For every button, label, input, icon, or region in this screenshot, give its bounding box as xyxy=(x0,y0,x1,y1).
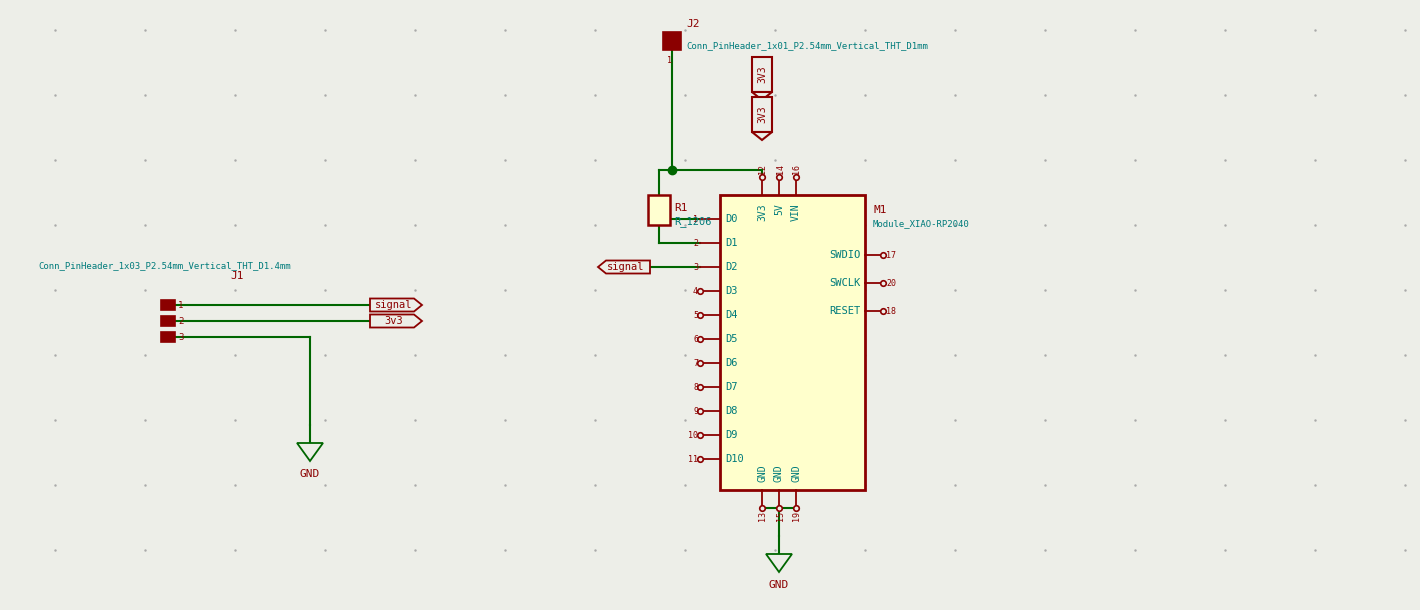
Text: 3V3: 3V3 xyxy=(757,106,767,123)
Polygon shape xyxy=(371,315,422,328)
Text: 17: 17 xyxy=(886,251,896,259)
Text: 7: 7 xyxy=(693,359,699,367)
Text: 11: 11 xyxy=(689,454,699,464)
Text: 12: 12 xyxy=(758,164,767,174)
Text: 4: 4 xyxy=(693,287,699,295)
Polygon shape xyxy=(753,132,772,140)
Text: Conn_PinHeader_1x03_P2.54mm_Vertical_THT_D1.4mm: Conn_PinHeader_1x03_P2.54mm_Vertical_THT… xyxy=(38,261,291,270)
Text: GND: GND xyxy=(791,464,801,482)
Text: D1: D1 xyxy=(726,238,737,248)
Text: GND: GND xyxy=(768,580,790,590)
Text: 3V3: 3V3 xyxy=(757,66,767,84)
Text: D5: D5 xyxy=(726,334,737,344)
Text: 5: 5 xyxy=(693,310,699,320)
Text: D0: D0 xyxy=(726,214,737,224)
Text: 3: 3 xyxy=(178,332,183,342)
Text: signal: signal xyxy=(608,262,645,272)
Text: 1: 1 xyxy=(667,56,673,65)
Text: D2: D2 xyxy=(726,262,737,272)
Bar xyxy=(160,300,175,310)
Text: 9: 9 xyxy=(693,406,699,415)
Polygon shape xyxy=(598,260,650,273)
Text: J1: J1 xyxy=(230,271,243,281)
Bar xyxy=(753,57,772,92)
Text: 20: 20 xyxy=(886,279,896,287)
Text: SWCLK: SWCLK xyxy=(829,278,861,288)
Text: Module_XIAO-RP2040: Module_XIAO-RP2040 xyxy=(873,219,970,228)
Text: 1: 1 xyxy=(693,215,699,223)
Bar xyxy=(160,332,175,342)
Text: 8: 8 xyxy=(693,382,699,392)
Text: 16: 16 xyxy=(792,164,801,174)
Polygon shape xyxy=(297,443,322,461)
Text: Conn_PinHeader_1x01_P2.54mm_Vertical_THT_D1mm: Conn_PinHeader_1x01_P2.54mm_Vertical_THT… xyxy=(686,41,927,50)
Text: 2: 2 xyxy=(178,317,183,326)
Text: D9: D9 xyxy=(726,430,737,440)
Text: M1: M1 xyxy=(873,205,886,215)
Text: GND: GND xyxy=(757,464,767,482)
Text: 14: 14 xyxy=(775,164,784,174)
Text: 19: 19 xyxy=(792,511,801,521)
Text: 3: 3 xyxy=(693,262,699,271)
Text: GND: GND xyxy=(774,464,784,482)
Text: 5V: 5V xyxy=(774,203,784,215)
Text: D10: D10 xyxy=(726,454,744,464)
Text: 1: 1 xyxy=(178,301,183,309)
Text: 18: 18 xyxy=(886,306,896,315)
Text: GND: GND xyxy=(300,469,320,479)
Text: D7: D7 xyxy=(726,382,737,392)
Text: D6: D6 xyxy=(726,358,737,368)
Text: J2: J2 xyxy=(686,19,700,29)
Text: 2: 2 xyxy=(693,239,699,248)
Bar xyxy=(720,195,865,490)
Bar xyxy=(753,97,772,132)
Text: R_1206: R_1206 xyxy=(674,216,711,227)
Text: 3v3: 3v3 xyxy=(385,316,403,326)
Text: R1: R1 xyxy=(674,203,687,213)
Text: SWDIO: SWDIO xyxy=(829,250,861,260)
Text: 15: 15 xyxy=(775,511,784,521)
Text: 3V3: 3V3 xyxy=(757,203,767,221)
Text: RESET: RESET xyxy=(829,306,861,316)
Text: D4: D4 xyxy=(726,310,737,320)
Polygon shape xyxy=(371,298,422,312)
Text: 6: 6 xyxy=(693,334,699,343)
Text: 13: 13 xyxy=(758,511,767,521)
Polygon shape xyxy=(753,92,772,100)
Text: D3: D3 xyxy=(726,286,737,296)
Text: D8: D8 xyxy=(726,406,737,416)
Polygon shape xyxy=(765,554,792,572)
Text: signal: signal xyxy=(375,300,413,310)
Bar xyxy=(160,316,175,326)
Bar xyxy=(663,32,682,50)
Text: VIN: VIN xyxy=(791,203,801,221)
Bar xyxy=(648,195,670,225)
Text: 10: 10 xyxy=(689,431,699,439)
